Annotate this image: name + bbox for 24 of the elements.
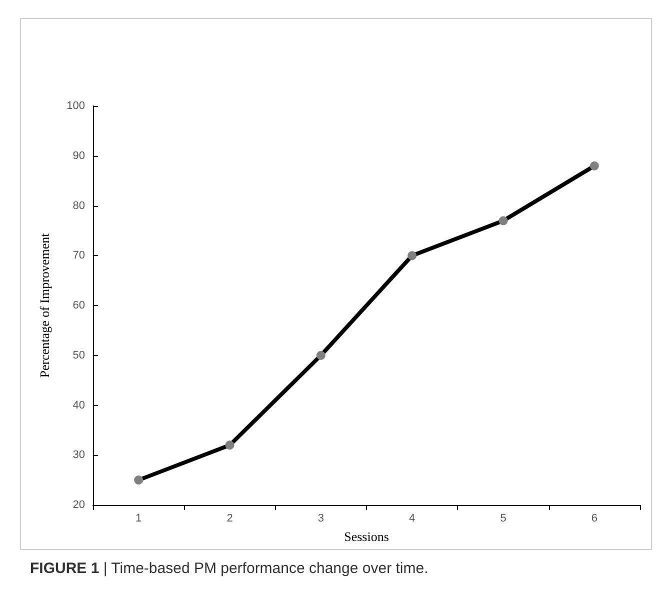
point	[408, 251, 417, 260]
y-tick-label: 40	[72, 399, 85, 412]
point	[590, 161, 599, 170]
y-tick-label: 80	[72, 200, 85, 212]
x-tick-label: 4	[409, 512, 416, 524]
caption: FIGURE 1 | Time-based PM performance change over time.	[30, 560, 428, 577]
y-tick-label: 50	[72, 349, 85, 362]
point	[498, 216, 508, 226]
x-tick-label: 3	[318, 512, 324, 524]
point	[225, 440, 234, 450]
y-axis-title: Percentage of Improvement	[37, 232, 52, 378]
y-tick-label: 70	[72, 250, 85, 262]
x-tick-label: 1	[136, 512, 142, 524]
y-tick-label: 100	[66, 100, 85, 112]
x-tick-label: 5	[500, 512, 506, 524]
y-tick-label: 60	[72, 300, 85, 312]
y-tick-label: 20	[72, 499, 85, 511]
x-tick-label: 6	[591, 512, 598, 524]
y-tick-label: 30	[72, 449, 85, 462]
point	[316, 350, 326, 360]
point	[134, 476, 144, 485]
x-tick-label: 2	[226, 512, 233, 524]
y-tick-label: 90	[72, 150, 85, 162]
x-axis-title: Sessions	[344, 529, 389, 544]
